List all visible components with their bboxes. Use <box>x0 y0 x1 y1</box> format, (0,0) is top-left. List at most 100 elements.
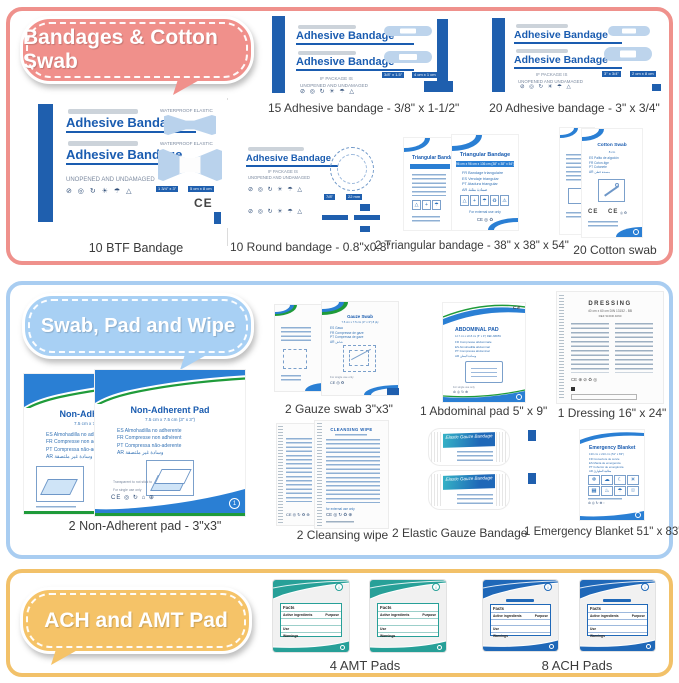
symbol-icons-row: CE ◎ ↻ ♻ ⊕ <box>286 512 310 517</box>
green-baseline <box>24 511 100 514</box>
fine-print-lines <box>566 212 586 220</box>
pkg-gauze-front: Gauze Swab 7.5 cm x 7.5 cm (3" x 3") 8 p… <box>322 302 398 395</box>
pkg-undamaged-line: UNOPENED AND UNDAMAGED <box>248 175 310 180</box>
pad-line <box>471 376 497 377</box>
round-bandage-graphic <box>330 147 374 191</box>
print-smudge <box>68 109 138 114</box>
lang-line: AR مسحة قطن <box>589 169 611 174</box>
facts-use: Use <box>380 627 387 631</box>
bubble-ach-amt-pad: ACH and AMT Pad <box>20 587 252 665</box>
print-smudge <box>68 141 138 146</box>
pkg-if-line: IF PACKAGE IS <box>268 169 298 174</box>
circled-mark <box>635 512 641 518</box>
size-badge: 1 3/4" x 3" <box>156 186 179 192</box>
size-badge: 4 cm x 1 cm <box>412 72 438 78</box>
lang-line: AR وسادة غير ملتصقة <box>46 454 93 461</box>
symbol-boxes: △ + ☂ <box>412 200 441 210</box>
section-title-ach-amt: ACH and AMT Pad <box>44 608 228 632</box>
pkg-left-bar <box>272 16 285 93</box>
facts-row: Use <box>281 625 341 632</box>
pkg-bottom-swoosh <box>443 389 525 402</box>
pkg-title: ABDOMINAL PAD <box>455 327 499 333</box>
pkg-triangular-bandage-back: Triangular Bandage △ + ☂ <box>404 138 456 230</box>
facts-warnings: Warnings <box>283 634 299 638</box>
lang-line: FR Compresse non adhérent <box>46 439 100 446</box>
blue-bar-graphic <box>322 215 348 220</box>
lang-line: PT Compressa abdominal <box>455 349 490 353</box>
pkg-nonadherent-back: Non-Adherent Pad 7.5 cm x 7.5 cm (3" x 3… <box>24 374 100 514</box>
blue-bar-graphic <box>354 215 380 220</box>
facts-row: Active ingredients Purpose <box>378 611 438 618</box>
circled-mark <box>633 229 639 235</box>
pkg-corner-tab <box>528 430 536 441</box>
single-use-line: For single use only <box>330 375 354 379</box>
symbol-cell: ❄ <box>588 475 600 485</box>
fine-print-lines <box>412 216 440 222</box>
pkg-adhesive-bandage-20: Adhesive Bandage Adhesive Bandage IF PAC… <box>490 16 662 96</box>
caption-dressing: 1 Dressing 16" x 24" <box>557 406 667 420</box>
pkg-title: Adhesive Bandage <box>296 30 414 45</box>
symbol-icons-row: ⊘ ◎ ↻ ☀ ☂ △ <box>66 188 134 195</box>
pkg-left-bar <box>38 104 53 222</box>
symbol-boxes: △ + ☂ ♻ ⚠ <box>460 195 509 206</box>
facts-row: Warnings <box>378 632 438 639</box>
pkg-title: Adhesive Bandage <box>246 153 338 167</box>
pad-line <box>471 372 497 373</box>
symbol-icons-row: ◎ ♻ <box>620 211 627 215</box>
caption-elastic: 2 Elastic Gauze Bandage <box>392 526 528 540</box>
symbol-box: △ <box>460 195 469 206</box>
waterproof-label: WATERPROOF ELASTIC <box>160 108 213 113</box>
circled-mark <box>646 644 651 649</box>
drug-facts-table: Facts Active ingredients Purpose Use War… <box>490 604 551 639</box>
single-use-line: For single use only <box>453 386 475 389</box>
facts-row: Use <box>378 625 438 632</box>
swoosh-graphic <box>494 222 518 230</box>
sachet-bottom-swoosh <box>273 640 349 652</box>
circled-number: 1 <box>229 498 240 509</box>
size-badge: 7/8" <box>324 194 335 200</box>
info-circle-icon: i <box>432 583 440 591</box>
symbol-cell: ☉ <box>627 486 639 496</box>
ce-mark: CE <box>513 305 522 310</box>
pkg-title: Triangular Bandage <box>412 155 456 161</box>
pkg-adhesive-bandage-15: Adhesive Bandage Adhesive Bandage IF PAC… <box>268 14 460 96</box>
info-circle-icon: i <box>544 583 552 591</box>
lang-line: ES Almohadilla no adherente <box>46 432 100 438</box>
facts-use: Use <box>590 627 597 631</box>
circled-mark <box>516 394 522 400</box>
swoosh-graphic <box>582 129 599 137</box>
print-smudge <box>516 24 568 28</box>
facts-row <box>588 619 647 625</box>
bandage-strip-graphic <box>604 47 652 61</box>
facts-active: Active ingredients <box>283 613 313 617</box>
pkg-corner-tab <box>360 226 370 232</box>
facts-header: Facts <box>380 605 392 610</box>
language-lines: FR Bandage triangulaire ES Vendaje trian… <box>462 171 503 193</box>
swoosh-graphic <box>305 383 325 391</box>
circled-mark <box>549 644 554 649</box>
fine-print-lines <box>326 521 354 525</box>
swoosh-graphic <box>560 128 574 135</box>
pkg-if-line: IF PACKAGE IS <box>536 72 568 77</box>
facts-row: Active ingredients Purpose <box>281 611 341 618</box>
caption-cotton: 20 Cotton swab <box>573 243 657 257</box>
sachet-bottom-swoosh <box>370 640 446 652</box>
size-text: 7.5 cm x 7.5 cm (3" x 3") <box>74 421 100 426</box>
caption-cleansing: 2 Cleansing wipe <box>296 528 389 542</box>
facts-row: Warnings <box>491 632 550 639</box>
symbol-box: ⚠ <box>500 195 509 206</box>
lang-line: ES Gasa <box>330 326 343 330</box>
lang-line: PT Cotonete <box>589 165 607 170</box>
lang-line: PT Compressa não-aderente <box>117 442 182 449</box>
lang-line: AR شاش <box>330 339 343 344</box>
pkg-top-swoosh <box>24 374 100 408</box>
caption-triangular: 2 Triangular bandage - 38" x 38" x 54" <box>375 240 569 252</box>
symbol-cell: ☁ <box>601 475 613 485</box>
facts-purpose: Purpose <box>631 614 645 618</box>
swoosh-graphic <box>616 227 642 237</box>
pkg-dressing: DRESSING 40 cm x 60 cm DIN 13152 - BB RE… <box>557 292 663 403</box>
fine-print-lines <box>412 174 446 196</box>
symbol-icons-row: ⊘ ◎ ↻ ☀ ☂ △ <box>248 187 304 193</box>
info-circle-icon: i <box>641 583 649 591</box>
lang-line: FR Coton-tige <box>589 160 609 165</box>
